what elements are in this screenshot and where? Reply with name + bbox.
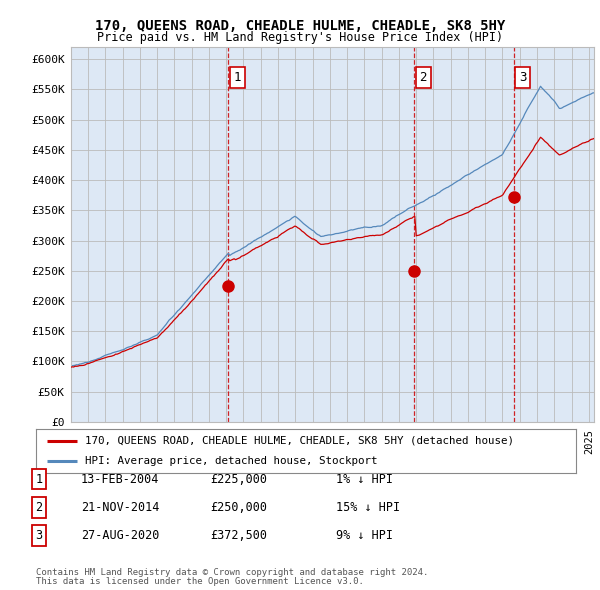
Text: 9% ↓ HPI: 9% ↓ HPI [336,529,393,542]
Text: 3: 3 [519,71,526,84]
Text: 1% ↓ HPI: 1% ↓ HPI [336,473,393,486]
Text: 27-AUG-2020: 27-AUG-2020 [81,529,160,542]
Text: 1: 1 [35,473,43,486]
Text: £225,000: £225,000 [210,473,267,486]
Text: 21-NOV-2014: 21-NOV-2014 [81,501,160,514]
Text: 15% ↓ HPI: 15% ↓ HPI [336,501,400,514]
Text: 1: 1 [233,71,241,84]
Text: 13-FEB-2004: 13-FEB-2004 [81,473,160,486]
Text: 170, QUEENS ROAD, CHEADLE HULME, CHEADLE, SK8 5HY: 170, QUEENS ROAD, CHEADLE HULME, CHEADLE… [95,19,505,33]
Text: This data is licensed under the Open Government Licence v3.0.: This data is licensed under the Open Gov… [36,577,364,586]
Text: 2: 2 [419,71,427,84]
Text: 3: 3 [35,529,43,542]
Text: £250,000: £250,000 [210,501,267,514]
Text: 170, QUEENS ROAD, CHEADLE HULME, CHEADLE, SK8 5HY (detached house): 170, QUEENS ROAD, CHEADLE HULME, CHEADLE… [85,436,514,446]
Text: 2: 2 [35,501,43,514]
Text: £372,500: £372,500 [210,529,267,542]
Text: Contains HM Land Registry data © Crown copyright and database right 2024.: Contains HM Land Registry data © Crown c… [36,568,428,577]
Text: Price paid vs. HM Land Registry's House Price Index (HPI): Price paid vs. HM Land Registry's House … [97,31,503,44]
Text: HPI: Average price, detached house, Stockport: HPI: Average price, detached house, Stoc… [85,456,377,466]
